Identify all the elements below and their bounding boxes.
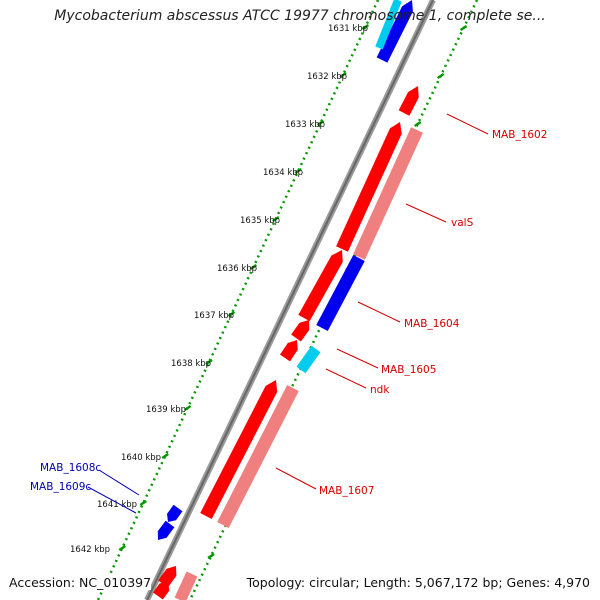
tick-label: 1632 kbp [307, 72, 347, 82]
gene-feature-mab-1607[interactable] [217, 385, 299, 528]
gene-label-ndk[interactable]: ndk [370, 384, 390, 396]
gene-feature-mab-1601-cyan[interactable] [375, 0, 402, 50]
gene-feature-mab-1602[interactable] [398, 86, 419, 116]
tick-mark [361, 23, 370, 31]
tick-mark [161, 452, 169, 460]
gene-feature-mab-1604-cds[interactable] [298, 250, 343, 322]
gene-feature-vals-cds[interactable] [336, 122, 402, 252]
tick-label: 1642 kbp [70, 545, 110, 555]
gene-label-mab-1602[interactable]: MAB_1602 [492, 129, 547, 141]
tick-label: 1639 kbp [146, 405, 186, 415]
tick-mark [118, 544, 126, 552]
gene-label-mab-1604[interactable]: MAB_1604 [404, 318, 460, 330]
gene-label-mab-1609c[interactable]: MAB_1609c [30, 481, 91, 493]
tick-label: 1633 kbp [285, 120, 325, 130]
tick-label: 1637 kbp [194, 311, 234, 321]
topology-info-text: Topology: circular; Length: 5,067,172 bp… [246, 575, 590, 590]
tick-label: 1631 kbp [328, 24, 368, 34]
label-leader-line [98, 469, 140, 496]
tick-mark [272, 215, 280, 223]
tick-mark [436, 72, 445, 80]
gene-feature-mab-1604[interactable] [316, 254, 365, 332]
gene-feature-mab-1607-cds[interactable] [200, 380, 278, 519]
gene-feature-mab-1608c[interactable] [167, 504, 183, 522]
label-leader-line [446, 113, 489, 135]
label-leader-line [336, 348, 379, 369]
tick-mark [294, 167, 302, 175]
tick-mark [459, 24, 468, 32]
map-title: Mycobacterium abscessus ATCC 19977 chrom… [54, 8, 546, 24]
label-leader-line [325, 368, 367, 389]
tick-mark [205, 358, 213, 366]
tick-mark [249, 263, 258, 271]
tick-mark [207, 552, 215, 560]
tick-track-left [96, 0, 380, 600]
gene-feature-mab-1611[interactable] [174, 571, 198, 600]
tick-mark [413, 120, 422, 128]
label-leader-line [87, 486, 137, 514]
accession-text: Accession: NC_010397 [9, 575, 152, 590]
tick-mark [227, 310, 236, 318]
gene-feature-mab-1610[interactable] [153, 582, 170, 600]
gene-feature-mab-1609c[interactable] [157, 520, 175, 540]
tick-label: 1634 kbp [263, 168, 303, 178]
label-leader-line [405, 203, 447, 223]
tick-mark [183, 404, 192, 412]
label-leader-line [357, 301, 401, 323]
tick-mark [139, 499, 147, 507]
gene-feature-mab-1605[interactable] [280, 340, 298, 362]
gene-label-mab-1605[interactable]: MAB_1605 [381, 364, 436, 376]
gene-feature-mab-1610-cds[interactable] [158, 566, 177, 588]
tick-label: 1636 kbp [217, 264, 257, 274]
tick-label: 1635 kbp [240, 216, 280, 226]
gene-label-vals[interactable]: valS [451, 217, 474, 229]
gene-feature-ndk[interactable] [296, 345, 321, 374]
gene-label-mab-1607[interactable]: MAB_1607 [319, 485, 374, 497]
label-leader-line [275, 467, 317, 490]
tick-label: 1641 kbp [97, 500, 137, 510]
gene-feature-mab-1605-cds[interactable] [291, 320, 310, 342]
gene-label-mab-1608c[interactable]: MAB_1608c [40, 462, 101, 474]
gene-feature-vals[interactable] [353, 127, 423, 260]
tick-mark [316, 119, 325, 127]
gene-feature-mab-1601[interactable] [376, 0, 413, 63]
tick-label: 1640 kbp [121, 453, 161, 463]
tick-mark [339, 71, 347, 79]
backbone-inner [146, 0, 434, 600]
tick-label: 1638 kbp [171, 359, 211, 369]
